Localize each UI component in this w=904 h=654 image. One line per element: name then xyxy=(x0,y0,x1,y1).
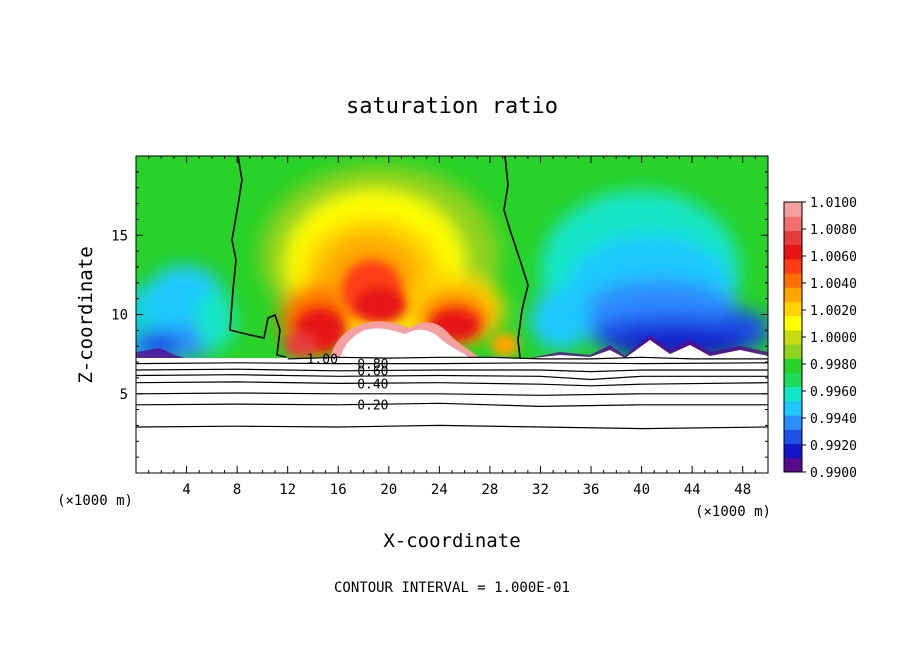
colorbar-swatch xyxy=(784,400,802,416)
x-tick-label: 12 xyxy=(279,482,296,498)
x-tick-label: 16 xyxy=(330,482,347,498)
x-tick-label: 28 xyxy=(481,482,498,498)
contour-line xyxy=(136,402,768,408)
colorbar-tick-label: 0.9940 xyxy=(810,412,857,427)
x-unit-label: (×1000 m) xyxy=(695,504,771,520)
contour-label: 0.20 xyxy=(357,399,388,414)
x-tick-label: 44 xyxy=(684,482,701,498)
contour-line xyxy=(136,381,768,387)
x-tick-label: 40 xyxy=(633,482,650,498)
colorbar-tick-label: 1.0100 xyxy=(810,196,857,211)
colorbar-swatch xyxy=(784,457,802,473)
colorbar-tick-label: 1.0060 xyxy=(810,250,857,265)
colorbar-swatch xyxy=(784,216,802,231)
contour-labels: 1.00 0.800.600.40 0.20 xyxy=(307,352,389,413)
colorbar-swatch xyxy=(784,301,802,317)
contour-line xyxy=(136,424,768,430)
heatmap-field xyxy=(136,156,768,473)
colorbar-swatch xyxy=(784,386,802,402)
colorbar-tick-label: 0.9960 xyxy=(810,385,857,400)
colorbar-swatch xyxy=(784,329,802,345)
colorbar-swatch xyxy=(784,443,802,459)
contour-label: 0.80 xyxy=(357,358,388,373)
colorbar-swatch xyxy=(784,415,802,430)
contour-label: 1.00 xyxy=(307,352,338,367)
colorbar-swatch xyxy=(784,429,802,445)
contour-line xyxy=(136,392,768,396)
y-tick-label: 5 xyxy=(120,387,128,403)
colorbar-swatch xyxy=(784,258,802,274)
contour-line xyxy=(136,368,768,373)
colorbar-tick-label: 1.0040 xyxy=(810,277,857,292)
y-axis: 5 10 15 xyxy=(111,171,768,458)
colorbar-swatch xyxy=(784,372,802,388)
colorbar-tick-label: 1.0000 xyxy=(810,331,857,346)
colorbar-tick-label: 0.9920 xyxy=(810,439,857,454)
x-tick-label: 48 xyxy=(734,482,751,498)
contour-interval-note: CONTOUR INTERVAL = 1.000E-01 xyxy=(334,580,570,596)
y-tick-label: 15 xyxy=(111,228,128,244)
x-tick-label: 8 xyxy=(233,482,241,498)
colorbar-swatch xyxy=(784,230,802,246)
x-tick-label: 32 xyxy=(532,482,549,498)
contour-line xyxy=(136,374,768,381)
colorbar-swatch xyxy=(784,273,802,288)
colorbar-swatch xyxy=(784,244,802,260)
y-tick-label: 10 xyxy=(111,308,128,324)
x-tick-label: 20 xyxy=(380,482,397,498)
saturation-boundary-lines xyxy=(229,156,529,359)
x-tick-label: 24 xyxy=(431,482,448,498)
colorbar-tick-label: 1.0020 xyxy=(810,304,857,319)
chart-title: saturation ratio xyxy=(346,94,558,119)
x-axis: 4 8 12 16 20 24 28 32 36 40 44 48 xyxy=(148,156,756,498)
contour-label: 0.40 xyxy=(357,377,388,392)
y-unit-label: (×1000 m) xyxy=(57,493,133,509)
x-tick-label: 36 xyxy=(583,482,600,498)
colorbar-tick-label: 1.0080 xyxy=(810,223,857,238)
contour-lines xyxy=(136,356,768,430)
x-axis-label: X-coordinate xyxy=(383,530,520,552)
colorbar-swatch xyxy=(784,287,802,302)
contour-line xyxy=(136,362,768,365)
colorbar-swatch xyxy=(784,358,802,374)
contour-label: 0.60 xyxy=(357,365,388,380)
colorbar-tick-label: 0.9980 xyxy=(810,358,857,373)
y-axis-label: Z-coordinate xyxy=(75,246,97,383)
colorbar: 0.9900 0.9920 0.9940 0.9960 0.9980 1.0000 1.00… xyxy=(783,196,857,481)
contour-line xyxy=(287,356,768,360)
colorbar-swatch xyxy=(784,344,802,359)
x-tick-label: 4 xyxy=(182,482,190,498)
colorbar-tick-label: 0.9900 xyxy=(810,466,857,481)
colorbar-swatch xyxy=(784,202,802,217)
colorbar-swatch xyxy=(784,315,802,331)
